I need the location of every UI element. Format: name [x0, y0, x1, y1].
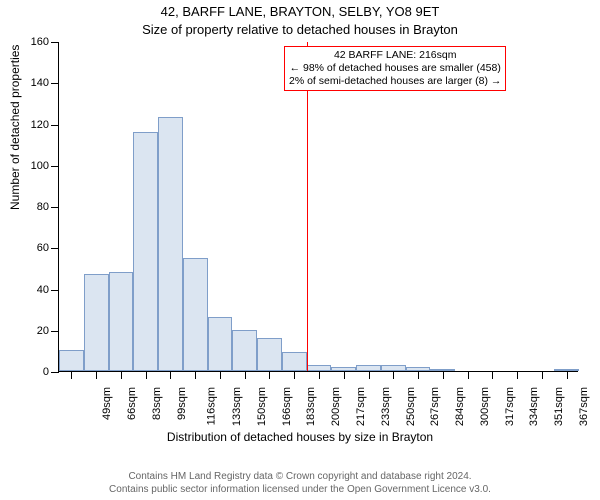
x-axis-label: Distribution of detached houses by size …	[0, 430, 600, 444]
plot-area: 02040608010012014016049sqm66sqm83sqm99sq…	[58, 42, 578, 372]
x-tick	[517, 371, 518, 379]
annotation-line: 42 BARFF LANE: 216sqm	[289, 49, 501, 62]
attribution-footer: Contains HM Land Registry data © Crown c…	[0, 471, 600, 496]
x-tick	[319, 371, 320, 379]
x-tick-label: 200sqm	[330, 387, 342, 426]
x-tick-label: 83sqm	[151, 387, 163, 420]
x-tick-label: 267sqm	[429, 387, 441, 426]
x-tick-label: 300sqm	[479, 387, 491, 426]
y-tick-label: 120	[31, 119, 49, 131]
x-tick	[418, 371, 419, 379]
x-tick	[269, 371, 270, 379]
x-tick	[96, 371, 97, 379]
histogram-bar	[183, 258, 208, 371]
x-tick-label: 233sqm	[380, 387, 392, 426]
x-tick-label: 351sqm	[553, 387, 565, 426]
y-tick	[51, 290, 59, 291]
y-tick	[51, 248, 59, 249]
histogram-bar	[133, 132, 158, 371]
x-tick-label: 183sqm	[306, 387, 318, 426]
chart-title-main: 42, BARFF LANE, BRAYTON, SELBY, YO8 9ET	[0, 4, 600, 19]
x-tick	[170, 371, 171, 379]
x-tick	[146, 371, 147, 379]
x-tick	[468, 371, 469, 379]
y-tick	[51, 372, 59, 373]
annotation-box: 42 BARFF LANE: 216sqm← 98% of detached h…	[284, 46, 506, 91]
histogram-bar	[282, 352, 307, 371]
x-tick	[542, 371, 543, 379]
x-tick	[369, 371, 370, 379]
x-tick-label: 66sqm	[126, 387, 138, 420]
x-tick-label: 250sqm	[405, 387, 417, 426]
x-tick-label: 99sqm	[176, 387, 188, 420]
histogram-bar	[208, 317, 233, 371]
x-tick	[443, 371, 444, 379]
x-tick	[220, 371, 221, 379]
x-tick	[294, 371, 295, 379]
x-tick	[344, 371, 345, 379]
y-axis-label: Number of detached properties	[8, 45, 22, 210]
histogram-bar	[257, 338, 282, 371]
x-tick	[393, 371, 394, 379]
x-tick-label: 334sqm	[528, 387, 540, 426]
y-tick	[51, 83, 59, 84]
x-tick-label: 217sqm	[355, 387, 367, 426]
histogram-bar	[232, 330, 257, 371]
y-tick	[51, 125, 59, 126]
y-tick	[51, 166, 59, 167]
x-tick-label: 49sqm	[101, 387, 113, 420]
x-tick-label: 367sqm	[578, 387, 590, 426]
y-tick-label: 60	[37, 242, 49, 254]
x-tick-label: 317sqm	[504, 387, 516, 426]
histogram-bar	[84, 274, 109, 371]
y-tick-label: 0	[43, 366, 49, 378]
x-tick	[567, 371, 568, 379]
x-tick	[195, 371, 196, 379]
y-tick-label: 40	[37, 284, 49, 296]
x-tick	[71, 371, 72, 379]
histogram-chart: 42, BARFF LANE, BRAYTON, SELBY, YO8 9ET …	[0, 0, 600, 500]
x-tick	[245, 371, 246, 379]
footer-line-2: Contains public sector information licen…	[0, 484, 600, 497]
y-tick-label: 160	[31, 36, 49, 48]
histogram-bar	[158, 117, 183, 371]
y-tick-label: 80	[37, 201, 49, 213]
annotation-line: 2% of semi-detached houses are larger (8…	[289, 75, 501, 88]
x-tick-label: 133sqm	[231, 387, 243, 426]
x-tick-label: 166sqm	[281, 387, 293, 426]
y-tick-label: 100	[31, 160, 49, 172]
y-tick-label: 20	[37, 325, 49, 337]
x-tick	[492, 371, 493, 379]
chart-title-sub: Size of property relative to detached ho…	[0, 22, 600, 37]
histogram-bar	[59, 350, 84, 371]
y-tick	[51, 331, 59, 332]
y-tick	[51, 42, 59, 43]
x-tick-label: 116sqm	[206, 387, 218, 425]
y-tick-label: 140	[31, 77, 49, 89]
x-tick-label: 284sqm	[454, 387, 466, 426]
annotation-line: ← 98% of detached houses are smaller (45…	[289, 62, 501, 75]
x-tick	[121, 371, 122, 379]
footer-line-1: Contains HM Land Registry data © Crown c…	[0, 471, 600, 484]
histogram-bar	[109, 272, 134, 371]
y-tick	[51, 207, 59, 208]
x-tick-label: 150sqm	[256, 387, 268, 426]
